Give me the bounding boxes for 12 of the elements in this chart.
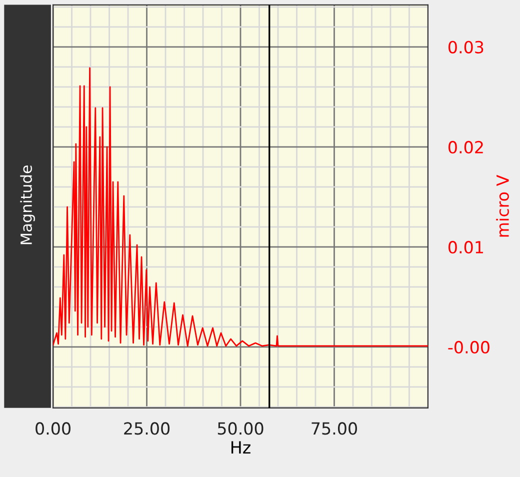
x-tick-label: 75.00 <box>312 422 357 435</box>
x-axis-title: Hz <box>231 441 250 454</box>
text: Magnitude <box>20 165 35 244</box>
x-tick-label: 50.00 <box>218 422 264 435</box>
x-tick-label: 25.00 <box>124 422 170 435</box>
y-tick-label: -0.00 <box>448 340 490 354</box>
x-tick-label: 0.00 <box>36 422 70 435</box>
y-axis-title: micro V <box>496 174 509 237</box>
line-series <box>53 67 428 347</box>
y-tick-label: 0.01 <box>448 240 483 254</box>
y-tick-label: 0.03 <box>448 40 484 54</box>
y-tick-label: 0.02 <box>448 140 483 154</box>
